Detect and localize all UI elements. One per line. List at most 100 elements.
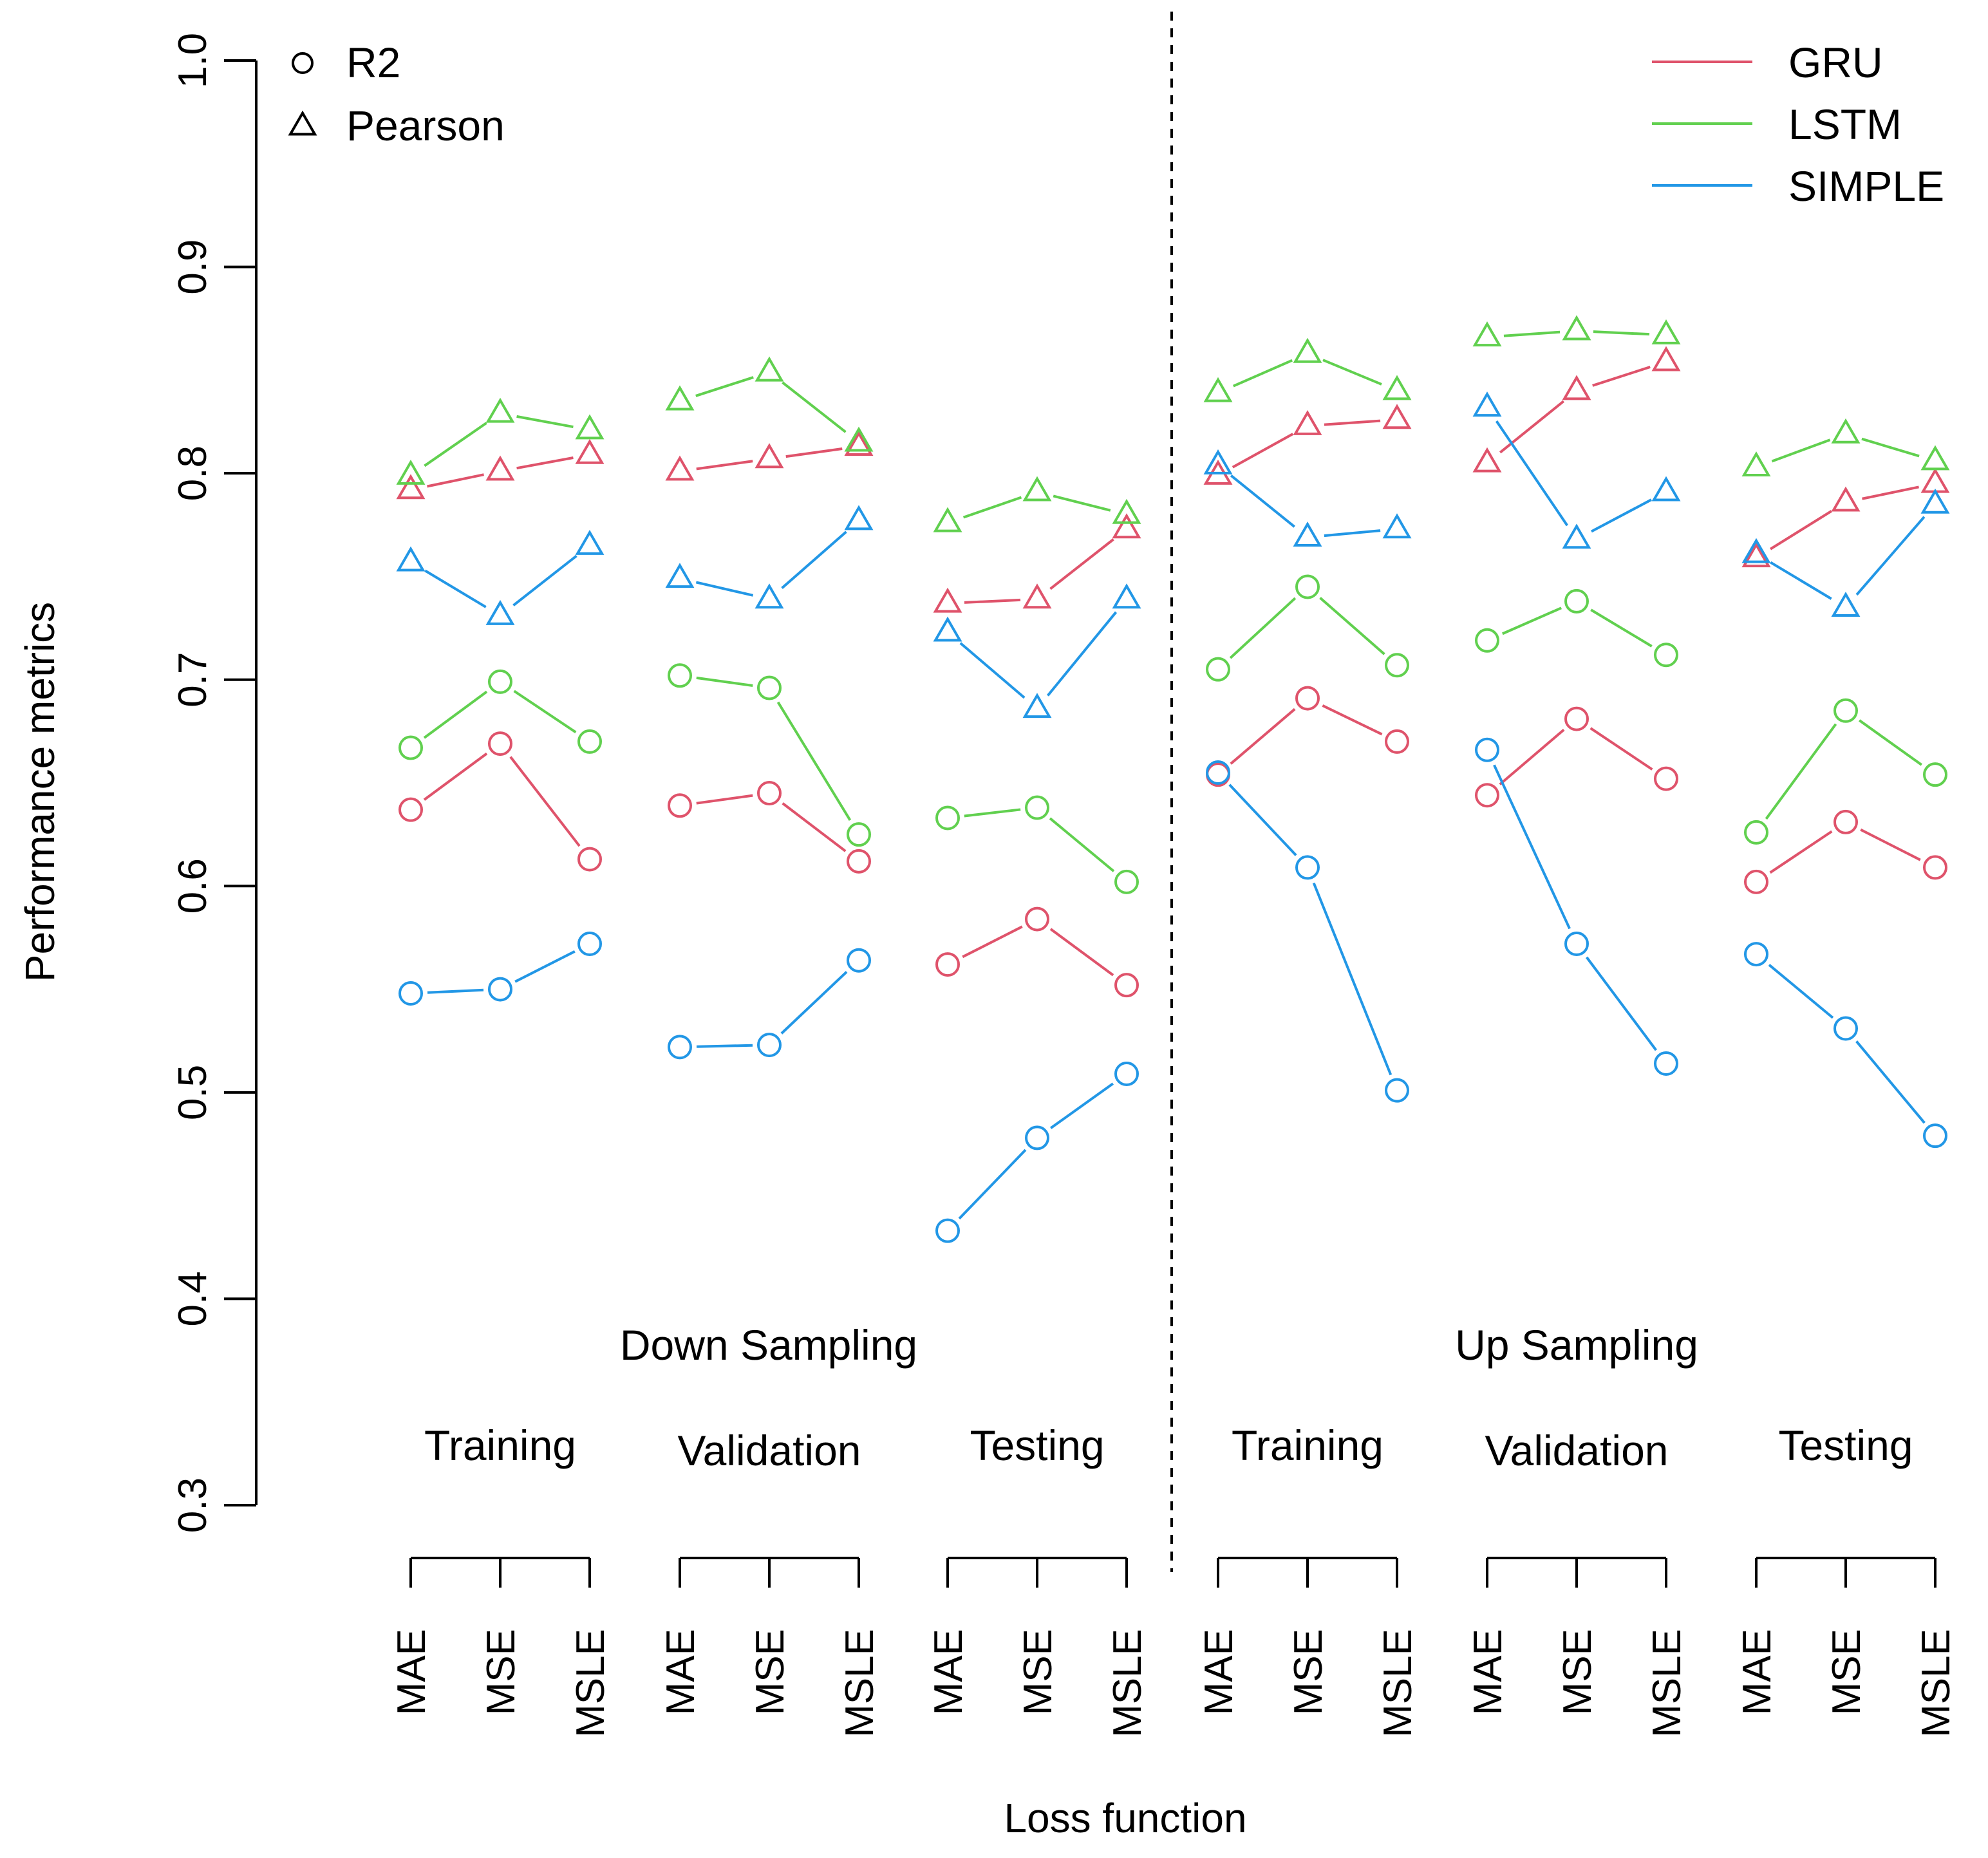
data-point-circle (1564, 706, 1589, 731)
series-line-segment (1322, 359, 1382, 386)
series-line-segment (781, 530, 847, 590)
series-simple-r2 (399, 737, 1947, 1243)
data-point-triangle (396, 459, 426, 485)
series-line-segment (512, 554, 577, 606)
data-point-circle (399, 797, 423, 822)
legend-metric-label: Pearson (346, 102, 505, 149)
data-point-circle (1475, 737, 1499, 762)
series-line-segment (1499, 400, 1565, 454)
series-line-segment (516, 456, 574, 470)
data-point-triangle (755, 356, 784, 382)
series-line-segment (1769, 830, 1833, 874)
data-point-circle (757, 781, 782, 806)
data-point-circle (1833, 698, 1858, 723)
series-line-segment (1502, 606, 1562, 635)
data-point-circle (668, 663, 692, 688)
data-point-triangle (1203, 449, 1233, 474)
legend-model-label: SIMPLE (1788, 162, 1944, 210)
series-line-segment (1233, 359, 1293, 388)
x-tick-label: MAE (389, 1629, 434, 1715)
plot-area (396, 315, 1950, 1243)
series-lstm-pearson (396, 315, 1950, 532)
data-point-circle (935, 805, 960, 830)
series-line-segment (780, 971, 848, 1035)
x-tick-label: MSE (1824, 1629, 1869, 1715)
series-line-segment (696, 676, 753, 687)
data-point-triangle (1112, 583, 1141, 609)
series-line-segment (1312, 882, 1393, 1076)
data-point-triangle (396, 474, 426, 500)
data-point-triangle (1562, 375, 1591, 400)
data-point-triangle (1920, 467, 1950, 493)
series-line-segment (1324, 419, 1381, 426)
data-point-triangle (1382, 375, 1412, 400)
data-point-circle (935, 952, 960, 977)
series-line-segment (427, 988, 484, 994)
series-line-segment (1493, 764, 1571, 930)
data-point-triangle (1472, 447, 1502, 473)
series-line-segment (1230, 708, 1296, 765)
y-tick-label: 0.6 (171, 858, 215, 914)
x-tick-label: MSLE (1105, 1629, 1150, 1738)
data-point-triangle (1112, 498, 1141, 524)
series-line-segment (782, 802, 847, 852)
series-line-segment (1319, 597, 1385, 655)
data-point-circle (1114, 1062, 1139, 1087)
series-line-segment (959, 642, 1026, 699)
series-line-segment (962, 496, 1022, 519)
series-line-segment (1322, 704, 1383, 736)
data-point-circle (399, 981, 423, 1006)
data-point-circle (1833, 809, 1858, 834)
data-point-circle (1564, 932, 1589, 957)
data-point-triangle (485, 455, 515, 481)
y-tick-label: 0.4 (171, 1271, 215, 1326)
series-line-segment (427, 473, 484, 488)
x-tick-label: MSLE (568, 1629, 613, 1738)
data-point-circle (1654, 766, 1678, 791)
x-tick-label: MSE (479, 1629, 523, 1715)
data-point-triangle (665, 455, 695, 481)
series-line-segment (1765, 723, 1837, 820)
data-point-circle (1654, 643, 1678, 668)
data-point-circle (488, 731, 512, 756)
series-line-segment (516, 415, 574, 429)
data-point-circle (1923, 762, 1947, 787)
data-point-triangle (844, 505, 874, 530)
series-line-segment (1860, 828, 1921, 861)
x-tick-label: MSE (1016, 1629, 1060, 1715)
series-line-segment (1585, 956, 1658, 1051)
data-point-circle (1295, 855, 1320, 880)
y-tick-label: 0.7 (171, 652, 215, 708)
phase-label: Testing (970, 1422, 1104, 1469)
data-point-circle (1206, 657, 1230, 682)
series-line-segment (1858, 719, 1923, 766)
data-point-circle (1654, 1051, 1678, 1076)
data-point-triangle (1920, 445, 1950, 471)
data-point-circle (1025, 795, 1049, 820)
data-point-circle (757, 675, 782, 700)
data-point-circle (1744, 869, 1768, 894)
legend-model-label: LSTM (1788, 100, 1902, 148)
data-point-circle (1385, 729, 1409, 754)
series-line-segment (1855, 516, 1926, 596)
data-point-circle (668, 793, 692, 818)
data-point-triangle (1831, 592, 1861, 617)
data-point-triangle (1741, 451, 1771, 477)
x-tick-label: MSLE (1645, 1629, 1689, 1738)
data-point-circle (488, 977, 512, 1002)
series-line-segment (1230, 474, 1296, 528)
series-line-segment (1229, 597, 1297, 659)
data-point-triangle (665, 385, 695, 411)
data-point-triangle (755, 583, 784, 609)
data-point-circle (1295, 574, 1320, 599)
data-point-triangle (1651, 476, 1681, 502)
phase-label: Testing (1778, 1422, 1913, 1469)
data-point-triangle (1022, 583, 1052, 609)
series-line-segment (1855, 1040, 1926, 1124)
data-point-circle (1833, 1016, 1858, 1041)
data-point-circle (1114, 973, 1139, 998)
series-line-segment (1592, 366, 1651, 387)
series-line-segment (785, 447, 843, 458)
series-line-segment (1324, 529, 1381, 538)
